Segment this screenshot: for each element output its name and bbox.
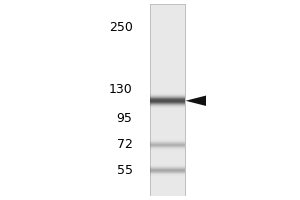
Bar — [150, 149, 185, 150]
Bar — [150, 148, 185, 149]
Bar — [150, 145, 185, 146]
Bar — [150, 97, 185, 98]
Polygon shape — [186, 96, 206, 106]
Bar — [150, 168, 185, 169]
Bar — [150, 101, 185, 102]
Bar — [150, 143, 185, 144]
Bar — [150, 99, 185, 100]
Bar — [150, 150, 185, 151]
Bar — [150, 146, 185, 147]
Bar — [150, 167, 185, 168]
Text: 95: 95 — [117, 112, 133, 125]
Bar — [150, 175, 185, 176]
Bar — [150, 170, 185, 171]
Bar — [150, 139, 185, 140]
Bar — [150, 165, 185, 166]
Bar — [150, 106, 185, 107]
Bar — [150, 147, 185, 148]
Bar — [150, 144, 185, 145]
Bar — [150, 100, 185, 101]
Bar — [150, 141, 185, 142]
Bar — [150, 96, 185, 97]
Bar — [150, 93, 185, 94]
Text: 250: 250 — [109, 21, 133, 34]
Bar — [150, 142, 185, 143]
Bar — [150, 174, 185, 175]
FancyBboxPatch shape — [150, 4, 185, 196]
Bar — [150, 95, 185, 96]
Bar — [150, 171, 185, 172]
Bar — [150, 173, 185, 174]
Bar — [150, 172, 185, 173]
Bar — [150, 169, 185, 170]
Bar — [150, 103, 185, 104]
Text: 72: 72 — [117, 138, 133, 151]
Bar — [150, 98, 185, 99]
Bar — [150, 102, 185, 103]
Bar — [150, 140, 185, 141]
Bar — [150, 107, 185, 108]
Bar — [150, 94, 185, 95]
Text: 55: 55 — [116, 164, 133, 177]
Text: 130: 130 — [109, 83, 133, 96]
Bar — [150, 104, 185, 105]
Bar — [150, 166, 185, 167]
Bar — [150, 105, 185, 106]
